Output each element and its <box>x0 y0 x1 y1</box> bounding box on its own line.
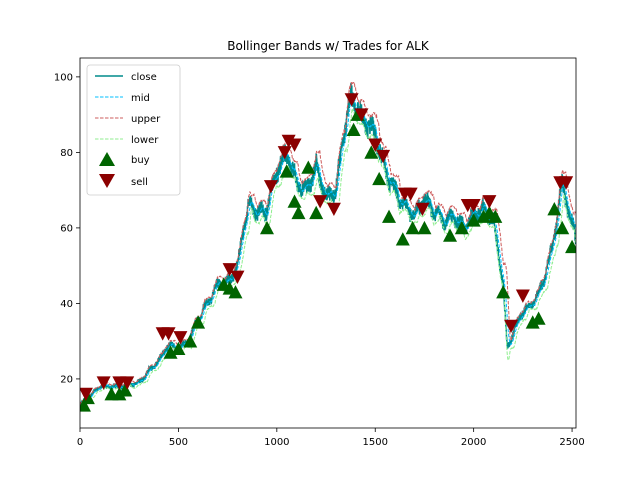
buy-marker <box>443 228 458 242</box>
sell-marker <box>173 331 188 345</box>
sell-marker <box>120 376 135 390</box>
buy-marker <box>279 164 294 178</box>
buy-marker <box>555 220 570 235</box>
buy-marker <box>488 209 503 223</box>
axes-frame <box>79 57 577 429</box>
buy-marker <box>301 160 316 174</box>
y-tick-label: 80 <box>60 148 73 159</box>
legend-lower-label: lower <box>131 135 159 146</box>
sell-marker <box>376 149 391 164</box>
buy-marker <box>531 311 546 325</box>
buy-marker <box>496 285 511 299</box>
buy-marker <box>364 145 379 159</box>
buy-marker <box>372 171 387 186</box>
legend-buy-marker <box>99 152 115 166</box>
sell-marker <box>515 289 530 303</box>
trade-markers <box>80 93 576 412</box>
buy-marker <box>395 232 410 246</box>
buy-marker <box>228 285 243 299</box>
sell-marker <box>263 180 278 194</box>
buy-marker <box>259 220 274 235</box>
buy-marker <box>454 220 469 235</box>
sell-marker <box>504 319 519 334</box>
sell-marker <box>287 138 302 152</box>
buy-marker <box>80 390 95 405</box>
legend-sell-label: sell <box>131 177 148 188</box>
sell-marker <box>277 146 292 160</box>
buy-marker <box>382 209 397 223</box>
sell-marker <box>403 187 418 201</box>
buy-marker <box>565 239 576 254</box>
legend-buy-label: buy <box>131 155 150 166</box>
buy-marker <box>466 213 481 227</box>
sell-marker <box>80 387 93 402</box>
buy-marker <box>346 122 361 137</box>
legend-mid-label: mid <box>131 93 150 104</box>
sell-marker <box>415 202 430 217</box>
buy-marker <box>417 220 432 235</box>
buy-marker <box>287 194 302 208</box>
sell-marker <box>466 198 481 213</box>
sell-marker <box>281 134 296 149</box>
buy-marker <box>291 205 306 220</box>
x-tick-label: 2500 <box>559 437 584 448</box>
buy-marker <box>405 220 420 235</box>
buy-marker <box>118 383 133 397</box>
sell-marker <box>344 93 359 107</box>
buy-marker <box>183 334 198 348</box>
x-tick-label: 1000 <box>264 437 289 448</box>
buy-marker <box>525 315 540 329</box>
sell-marker <box>222 263 237 277</box>
sell-marker <box>230 270 245 284</box>
sell-marker <box>354 108 369 122</box>
y-axis: 20 40 60 80 100 <box>54 72 80 385</box>
sell-marker <box>368 138 383 152</box>
sell-marker <box>313 195 328 209</box>
sell-marker <box>559 176 574 190</box>
sell-marker <box>161 327 176 341</box>
x-axis: 0 500 1000 1500 2000 2500 <box>77 428 585 448</box>
buy-marker <box>171 341 186 356</box>
buy-marker <box>476 209 491 223</box>
y-tick-label: 20 <box>60 374 73 385</box>
legend-sell-marker <box>99 174 115 188</box>
sell-marker <box>326 202 341 217</box>
buy-marker <box>191 315 206 329</box>
y-tick-label: 60 <box>60 223 73 234</box>
y-tick-label: 100 <box>54 72 73 83</box>
chart-title: Bollinger Bands w/ Trades for ALK <box>227 39 430 53</box>
legend-upper-label: upper <box>131 114 161 125</box>
sell-marker <box>96 376 111 390</box>
y-tick-label: 40 <box>60 299 73 310</box>
legend-close-label: close <box>131 72 157 83</box>
plot-area <box>80 81 576 412</box>
buy-marker <box>309 205 324 220</box>
buy-marker <box>547 202 562 216</box>
x-tick-label: 2000 <box>461 437 486 448</box>
x-tick-label: 0 <box>77 437 83 448</box>
sell-marker <box>482 195 497 209</box>
x-tick-label: 500 <box>169 437 188 448</box>
series-upper-line <box>80 81 576 406</box>
series-lower-line <box>80 107 576 408</box>
x-tick-label: 1500 <box>363 437 388 448</box>
buy-marker <box>112 387 127 401</box>
buy-marker <box>163 345 178 359</box>
legend: close mid upper lower buy sell <box>86 64 181 196</box>
